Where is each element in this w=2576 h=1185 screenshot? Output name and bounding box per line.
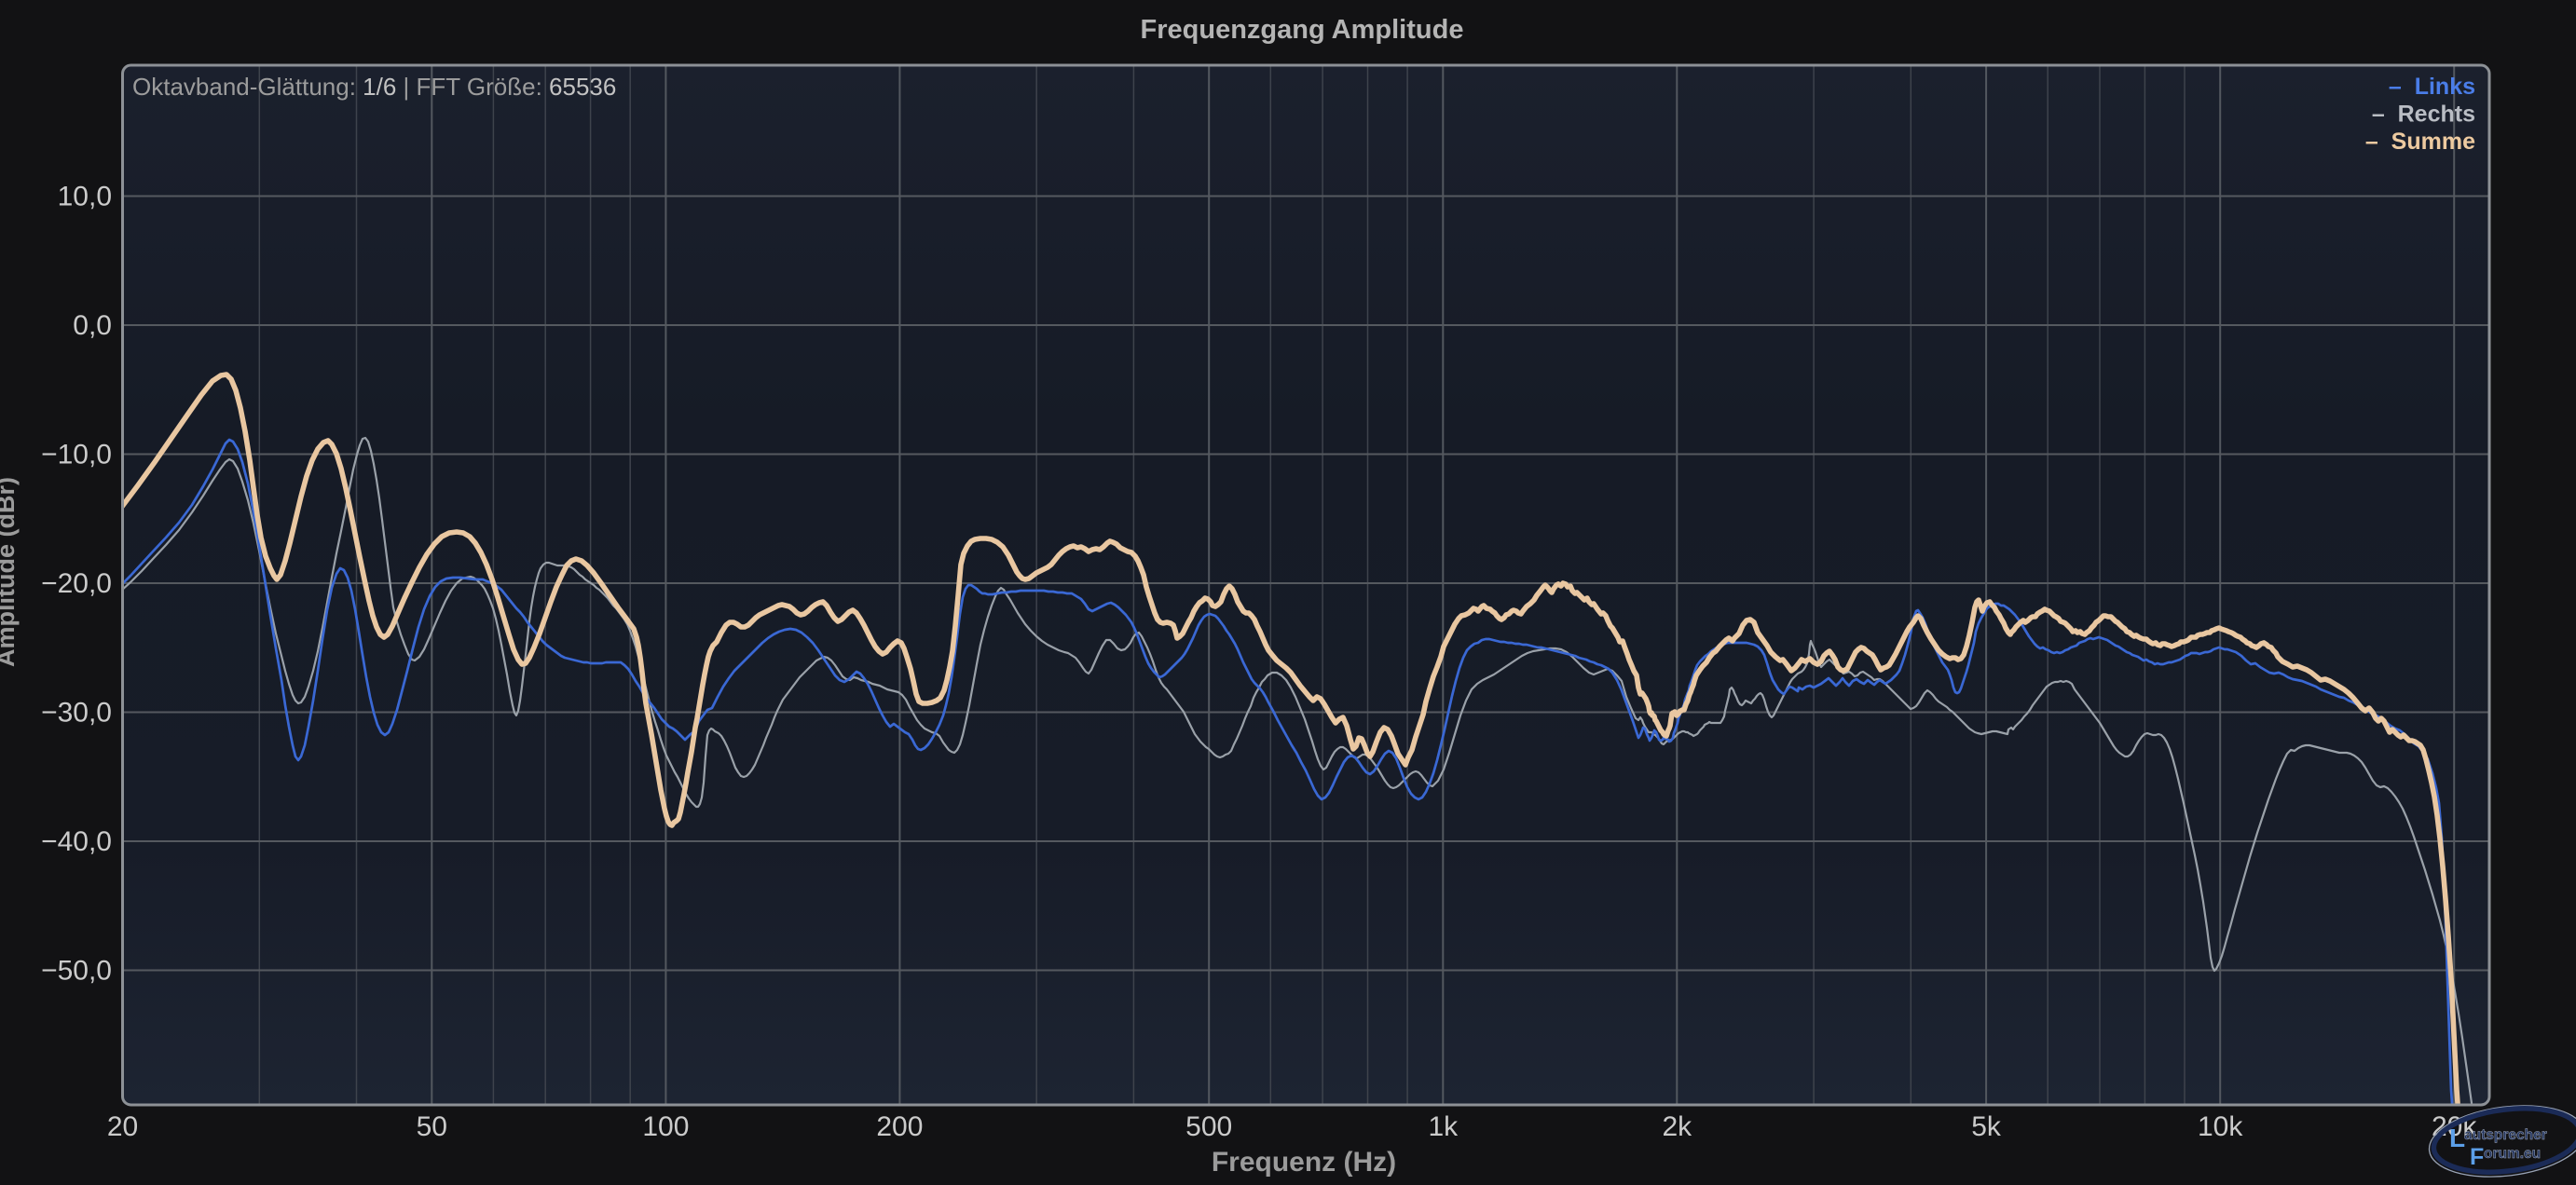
svg-text:L: L (2449, 1124, 2465, 1152)
svg-text:– Summe: – Summe (2365, 129, 2475, 155)
svg-text:1k: 1k (1428, 1111, 1459, 1142)
svg-text:5k: 5k (1971, 1111, 2002, 1142)
svg-text:500: 500 (1185, 1111, 1232, 1142)
svg-text:−20,0: −20,0 (41, 568, 112, 599)
svg-text:autsprecher: autsprecher (2464, 1127, 2547, 1143)
svg-text:200: 200 (876, 1111, 923, 1142)
svg-text:– Rechts: – Rechts (2372, 102, 2475, 128)
svg-text:10k: 10k (2198, 1111, 2243, 1142)
svg-text:Frequenz (Hz): Frequenz (Hz) (1212, 1147, 1396, 1178)
svg-text:10,0: 10,0 (58, 182, 112, 212)
svg-text:Oktavband-Glättung: 1/6 | FFT: Oktavband-Glättung: 1/6 | FFT Größe: 655… (132, 73, 616, 101)
svg-text:−40,0: −40,0 (41, 826, 112, 857)
svg-text:Amplitude (dBr): Amplitude (dBr) (0, 477, 20, 667)
svg-text:20: 20 (107, 1111, 138, 1142)
svg-text:50: 50 (417, 1111, 447, 1142)
svg-text:Frequenzgang Amplitude: Frequenzgang Amplitude (1141, 15, 1464, 45)
svg-text:orum.eu: orum.eu (2484, 1146, 2541, 1162)
svg-text:100: 100 (642, 1111, 689, 1142)
svg-text:– Links: – Links (2389, 74, 2475, 100)
svg-text:2k: 2k (1662, 1111, 1692, 1142)
svg-text:−10,0: −10,0 (41, 440, 112, 470)
svg-text:−30,0: −30,0 (41, 698, 112, 729)
svg-text:0,0: 0,0 (73, 310, 112, 341)
svg-text:−50,0: −50,0 (41, 956, 112, 987)
svg-text:F: F (2470, 1144, 2484, 1170)
